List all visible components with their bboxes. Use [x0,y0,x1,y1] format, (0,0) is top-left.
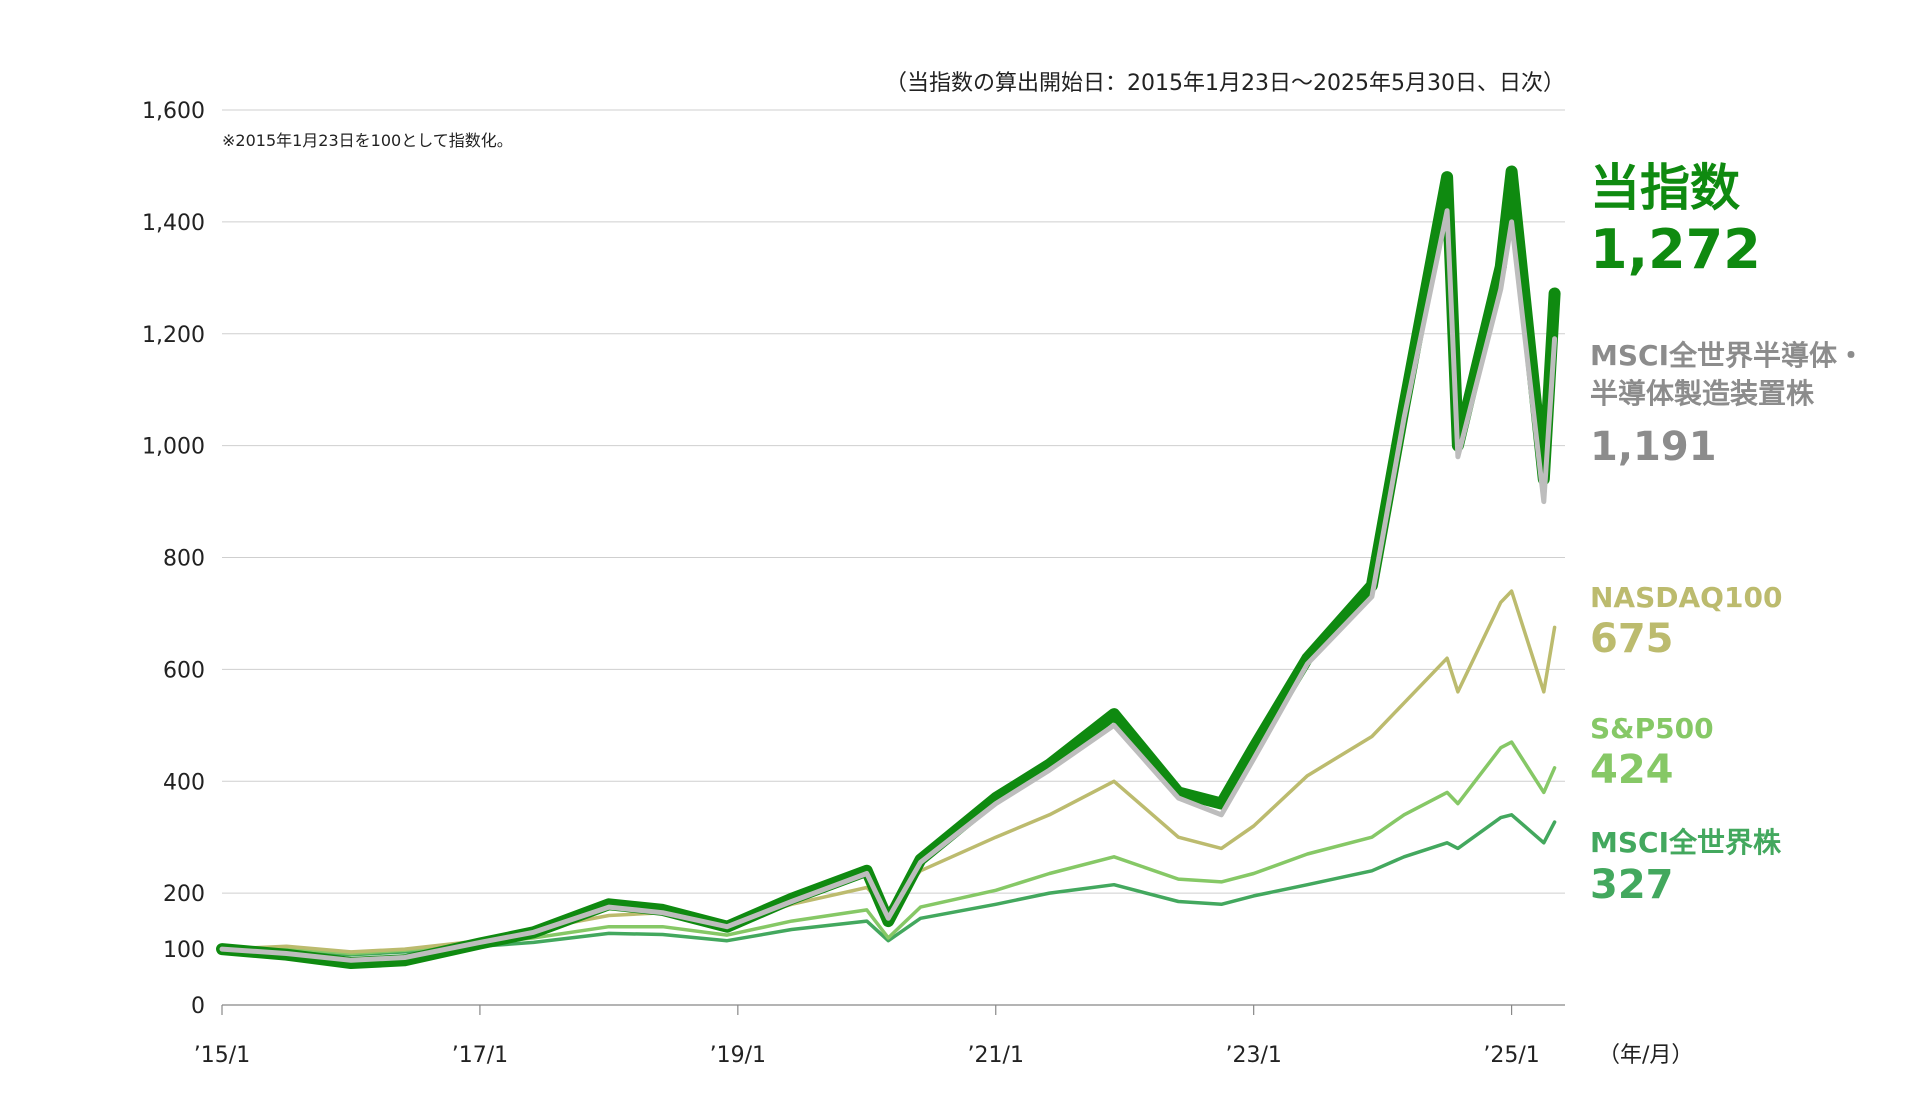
y-tick-label: 100 [163,938,205,963]
legend-value-nasdaq: 675 [1590,616,1674,662]
x-tick-label: ’21/1 [968,1043,1024,1068]
y-tick-label: 400 [163,770,205,795]
legend-name-semi-2: 半導体製造装置株 [1590,377,1815,410]
legend-value-sp500: 424 [1590,747,1674,793]
y-tick-label: 1,400 [142,211,205,236]
y-tick-label: 1,600 [142,99,205,124]
legend-name-index: 当指数 [1590,159,1740,217]
x-tick-label: ’15/1 [194,1043,250,1068]
x-axis: ’15/1 ’17/1 ’19/1 ’21/1 ’23/1 ’25/1 [194,1004,1565,1068]
legend-name-semi-1: MSCI全世界半導体・ [1590,339,1865,372]
y-tick-labels: 1,600 1,400 1,200 1,000 800 600 400 200 100 0 [142,99,205,1019]
y-tick-label: 800 [163,547,205,572]
x-tick-label: ’17/1 [452,1043,508,1068]
base-note: ※2015年1月23日を100として指数化。 [222,131,513,150]
y-tick-label: 600 [163,658,205,683]
y-tick-label: 200 [163,882,205,907]
y-tick-label: 1,200 [142,323,205,348]
series-line-nasdaq [220,589,1557,954]
period-note: （当指数の算出開始日：2015年1月23日〜2025年5月30日、日次） [885,71,1565,96]
series-line-acwi [220,813,1557,957]
legend-name-acwi: MSCI全世界株 [1590,826,1782,859]
legend-name-nasdaq: NASDAQ100 [1590,581,1782,614]
x-tick-label: ’25/1 [1483,1043,1539,1068]
legend-value-semi: 1,191 [1590,424,1717,470]
legend-value-acwi: 327 [1590,862,1674,908]
series-line-index [216,165,1561,969]
y-tick-label: 0 [191,994,205,1019]
x-tick-label: ’19/1 [710,1043,766,1068]
y-tick-label: 1,000 [142,435,205,460]
legend: 当指数 1,272 MSCI全世界半導体・ 半導体製造装置株 1,191 NAS… [1590,159,1865,908]
legend-value-index: 1,272 [1590,218,1761,281]
series-line-semi [219,208,1558,963]
series-lines [216,165,1561,969]
grid-lines [222,109,1565,894]
x-unit-label: （年/月） [1598,1043,1693,1068]
legend-name-sp500: S&P500 [1590,712,1714,745]
x-tick-label: ’23/1 [1225,1043,1281,1068]
